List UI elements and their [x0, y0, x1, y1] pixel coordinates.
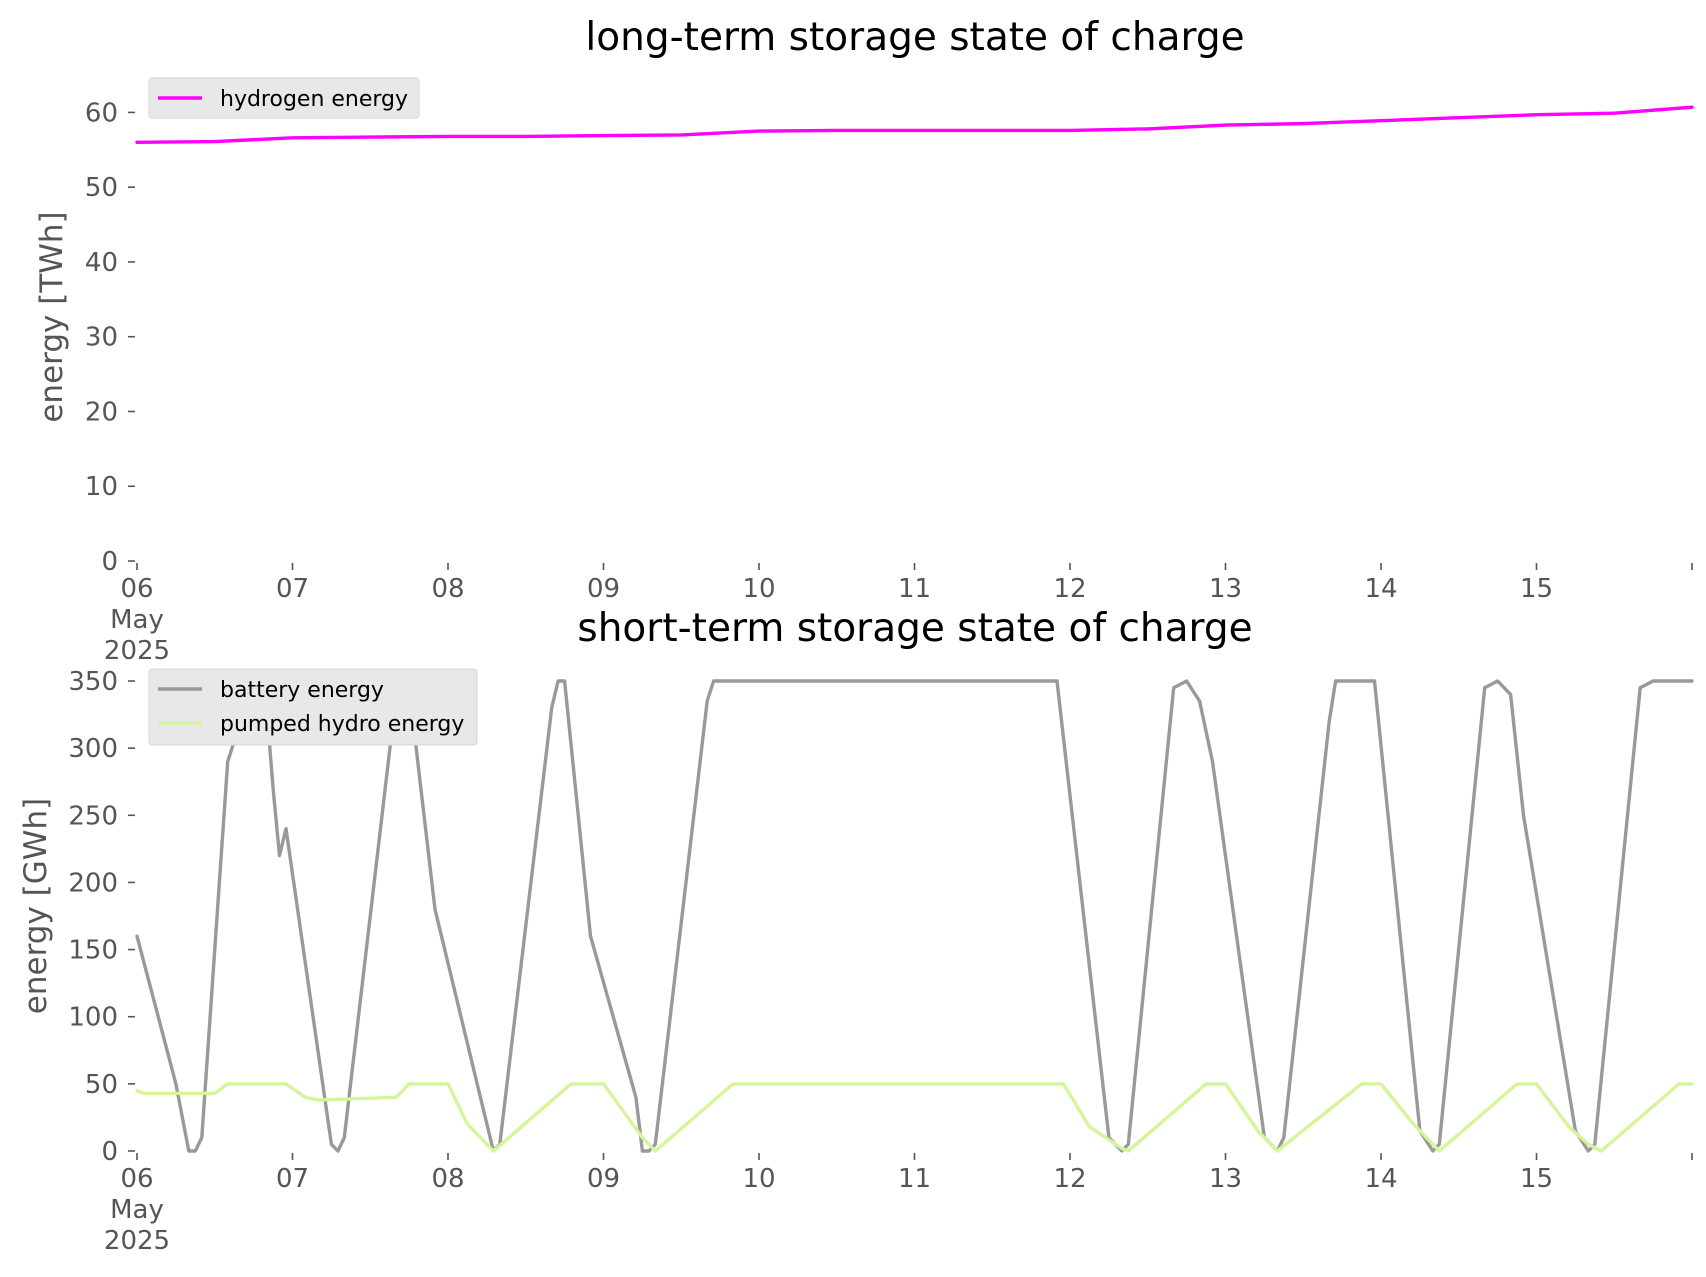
short-term-x-tick-label: 08 — [431, 1164, 464, 1194]
short-term-x-tick-label: 13 — [1209, 1164, 1242, 1194]
long-term-y-tick-label: 60 — [85, 98, 118, 128]
long-term-y-tick-label: 50 — [85, 173, 118, 203]
short-term-y-tick-label: 300 — [68, 734, 118, 764]
long-term-y-tick-label: 40 — [85, 248, 118, 278]
short-term-x-tick-label: 07 — [276, 1164, 309, 1194]
short-term-y-tick-label: 150 — [68, 936, 118, 966]
short-term-y-tick-label: 250 — [68, 801, 118, 831]
long-term-x-tick-label: 15 — [1520, 574, 1553, 604]
short-term-x-tick-label: 15 — [1520, 1164, 1553, 1194]
short-term-y-tick-label: 200 — [68, 868, 118, 898]
long-term-x-tick-sublabel: May — [110, 605, 164, 635]
long-term-x-tick-label: 06 — [120, 574, 153, 604]
long-term-y-axis-label: energy [TWh] — [34, 211, 70, 422]
short-term-series — [135, 679, 1694, 1153]
short-term-x-tick-label: 10 — [742, 1164, 775, 1194]
short-term-x-tick-label: 12 — [1053, 1164, 1086, 1194]
long-term-y-ticks: 0 10 20 30 40 50 60 — [85, 98, 135, 577]
long-term-x-tick-label: 14 — [1364, 574, 1397, 604]
short-term-legend: battery energy pumped hydro energy — [148, 668, 478, 746]
short-term-y-tick-label: 50 — [85, 1070, 118, 1100]
long-term-x-tick-label: 07 — [276, 574, 309, 604]
short-term-chart-title: short-term storage state of charge — [577, 606, 1252, 651]
short-term-x-tick-label: 09 — [587, 1164, 620, 1194]
long-term-series-line-0 — [135, 105, 1694, 145]
short-term-y-ticks: 0 50 100 150 200 250 300 350 — [68, 667, 135, 1167]
long-term-y-tick-label: 20 — [85, 397, 118, 427]
long-term-x-tick-label: 13 — [1209, 574, 1242, 604]
short-term-x-tick-sublabel: 2025 — [104, 1226, 170, 1256]
long-term-x-tick-label: 11 — [898, 574, 931, 604]
long-term-x-tick-sublabel: 2025 — [104, 636, 170, 666]
short-term-x-tick-label: 11 — [898, 1164, 931, 1194]
long-term-chart-title: long-term storage state of charge — [585, 15, 1244, 60]
short-term-chart-panel: short-term storage state of charge energ… — [18, 606, 1694, 1256]
long-term-x-tick-label: 09 — [587, 574, 620, 604]
short-term-x-tick-label: 14 — [1364, 1164, 1397, 1194]
short-term-series-line-1 — [135, 1082, 1694, 1153]
long-term-legend-label: hydrogen energy — [220, 87, 408, 112]
short-term-x-tick-sublabel: May — [110, 1195, 164, 1225]
short-term-y-tick-label: 0 — [101, 1137, 118, 1167]
short-term-y-tick-label: 100 — [68, 1003, 118, 1033]
long-term-x-tick-label: 08 — [431, 574, 464, 604]
long-term-y-tick-label: 10 — [85, 472, 118, 502]
short-term-legend-label: battery energy — [220, 678, 384, 703]
long-term-x-tick-label: 12 — [1053, 574, 1086, 604]
long-term-legend: hydrogen energy — [148, 77, 420, 119]
long-term-legend-box — [148, 77, 420, 119]
long-term-x-tick-label: 10 — [742, 574, 775, 604]
short-term-y-tick-label: 350 — [68, 667, 118, 697]
short-term-x-tick-label: 06 — [120, 1164, 153, 1194]
long-term-series — [135, 105, 1694, 145]
short-term-legend-box — [148, 668, 478, 746]
long-term-chart-panel: long-term storage state of charge energy… — [34, 15, 1694, 666]
long-term-y-tick-label: 30 — [85, 323, 118, 353]
short-term-series-line-0 — [135, 679, 1694, 1153]
short-term-y-axis-label: energy [GWh] — [18, 798, 54, 1014]
long-term-y-tick-label: 0 — [101, 547, 118, 577]
short-term-legend-label: pumped hydro energy — [220, 712, 464, 737]
